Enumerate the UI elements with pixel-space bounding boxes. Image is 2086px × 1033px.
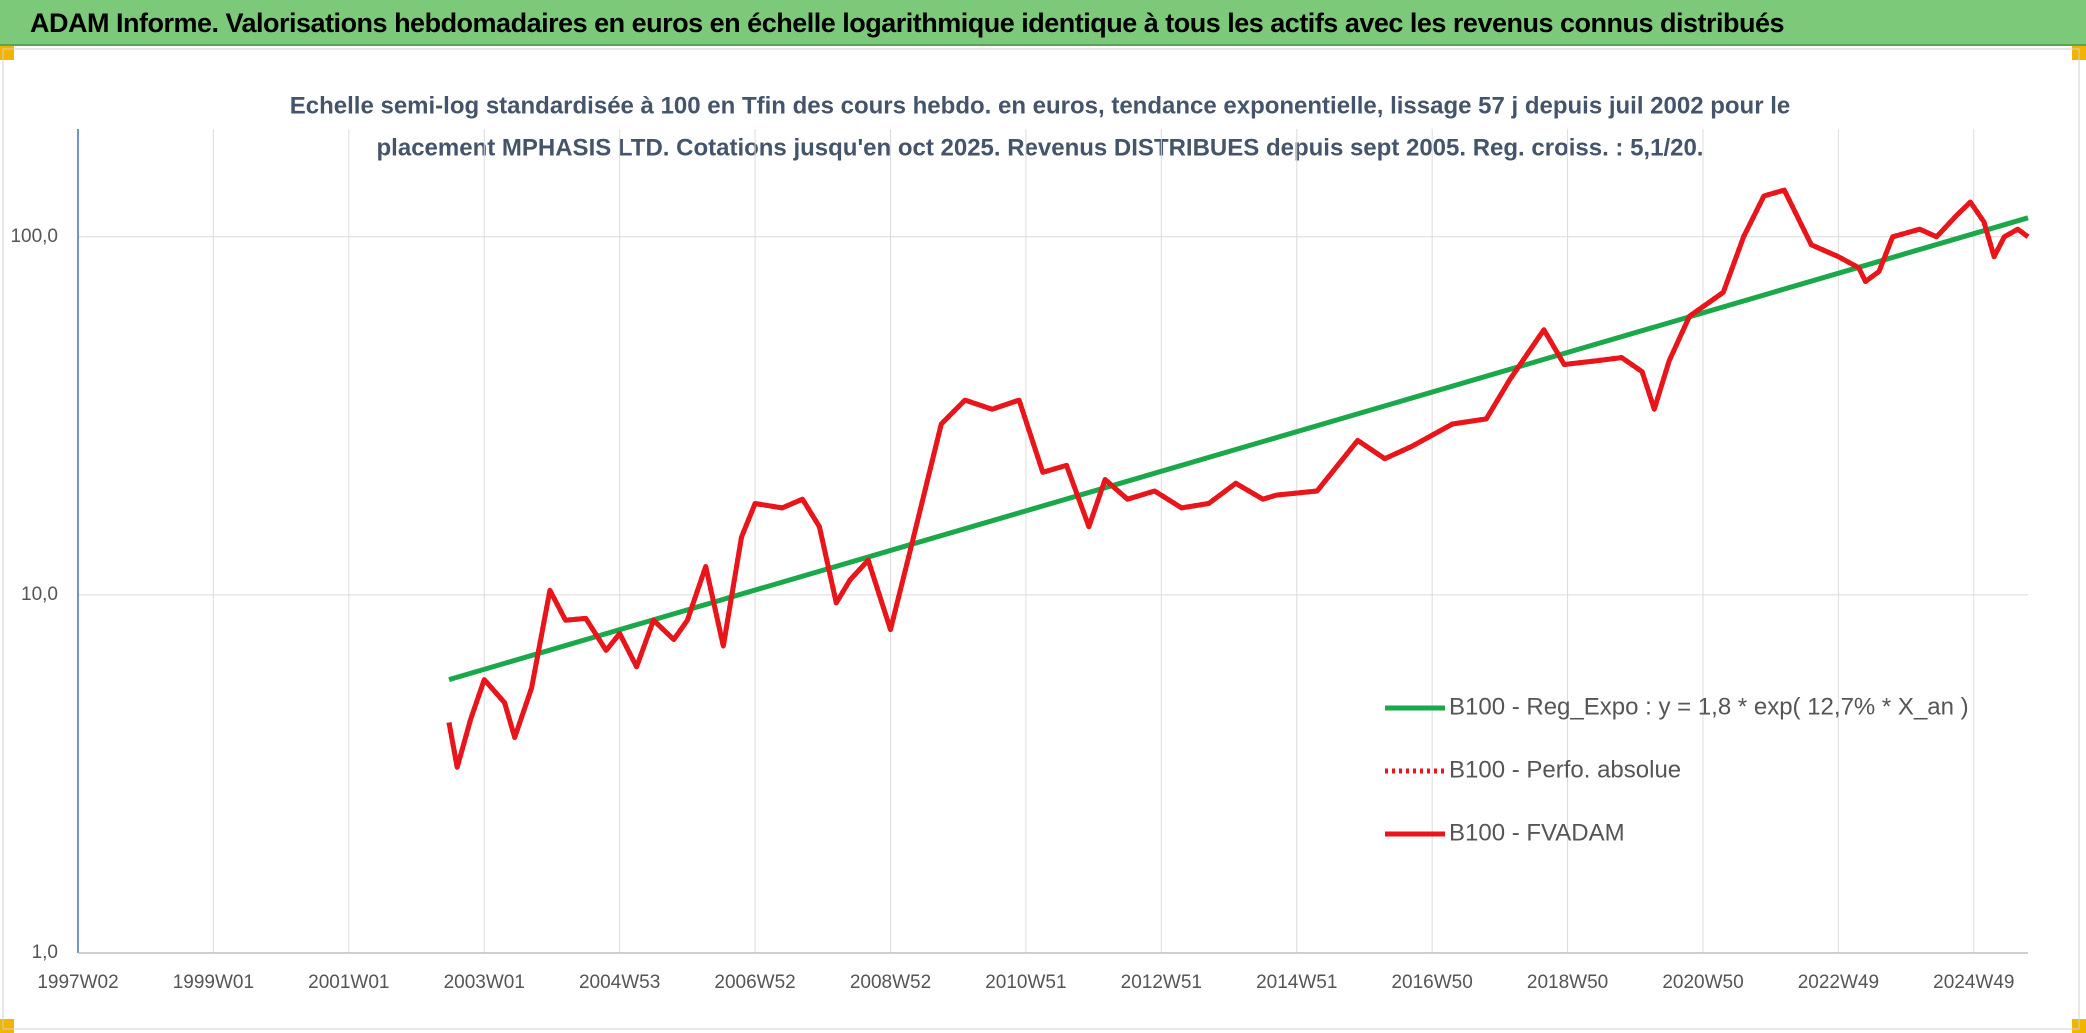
x-tick-label: 2003W01	[444, 972, 525, 993]
x-tick-label: 2024W49	[1933, 972, 2014, 993]
legend-label: B100 - Perfo. absolue	[1449, 756, 1681, 783]
x-tick-label: 2006W52	[714, 972, 795, 993]
series-line	[446, 187, 2030, 770]
x-tick-label: 2004W53	[579, 972, 660, 993]
header-title: ADAM Informe. Valorisations hebdomadaire…	[30, 8, 1785, 38]
x-tick-label: 2008W52	[850, 972, 931, 993]
x-tick-label: 2010W51	[985, 972, 1066, 993]
x-tick-label: 1999W01	[173, 972, 254, 993]
series-line	[448, 215, 2029, 682]
chart-border	[2, 48, 2080, 1030]
header: ADAM Informe. Valorisations hebdomadaire…	[0, 0, 2086, 46]
x-tick-label: 1997W02	[37, 972, 118, 993]
x-tick-label: 2014W51	[1256, 972, 1337, 993]
x-tick-label: 2016W50	[1391, 972, 1472, 993]
x-tick-label: 2022W49	[1798, 972, 1879, 993]
x-tick-label: 2020W50	[1662, 972, 1743, 993]
legend-label: B100 - Reg_Expo : y = 1,8 * exp( 12,7% *…	[1449, 693, 1969, 720]
x-tick-label: 2012W51	[1121, 972, 1202, 993]
chart: Echelle semi-log standardisée à 100 en T…	[2, 48, 2080, 1030]
y-tick-label: 1,0	[32, 942, 58, 963]
legend-label: B100 - FVADAM	[1449, 819, 1625, 846]
chart-subtitle: placement MPHASIS LTD. Cotations jusqu'e…	[377, 134, 1704, 161]
series-line	[446, 187, 2030, 770]
x-tick-label: 2001W01	[308, 972, 389, 993]
y-tick-label: 10,0	[21, 584, 58, 605]
y-tick-label: 100,0	[10, 226, 58, 247]
chart-subtitle: Echelle semi-log standardisée à 100 en T…	[290, 92, 1791, 119]
x-tick-label: 2018W50	[1527, 972, 1608, 993]
